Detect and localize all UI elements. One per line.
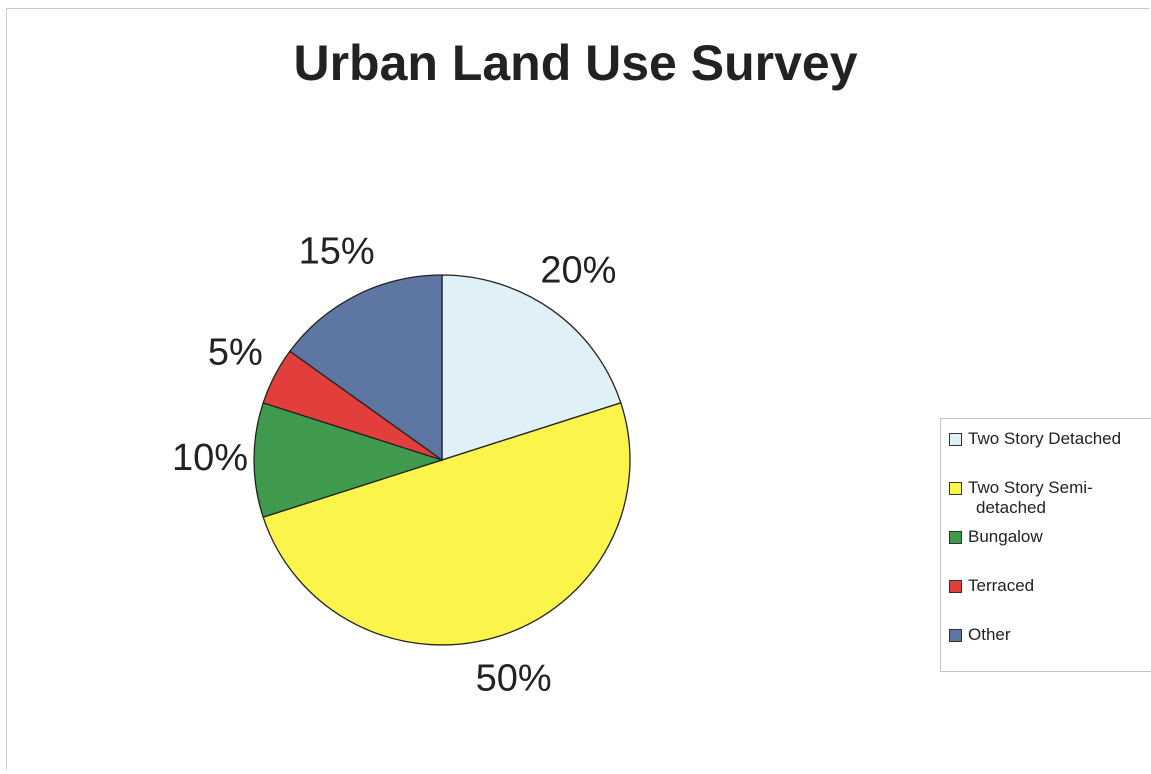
legend-item-two-story-detached: Two Story Detached: [949, 429, 1143, 449]
legend-item-other: Other: [949, 625, 1143, 645]
legend-label: Two Story Detached: [968, 429, 1122, 448]
legend-item-bungalow: Bungalow: [949, 527, 1143, 547]
legend-swatch: [949, 433, 962, 446]
chart-legend: Two Story Detached Two Story Semi- detac…: [940, 418, 1151, 672]
chart-frame: [6, 8, 1149, 770]
pie-data-label: 5%: [208, 332, 263, 374]
pie-data-label: 20%: [540, 249, 616, 291]
legend-swatch: [949, 482, 962, 495]
pie-slice-bungalow: [253, 402, 445, 518]
legend-label: Terraced: [968, 576, 1035, 595]
legend-item-two-story-semi-detached: Two Story Semi- detached: [949, 478, 1143, 518]
legend-label: Bungalow: [968, 527, 1043, 546]
pie-data-label: 15%: [299, 230, 375, 272]
legend-swatch: [949, 531, 962, 544]
pie-data-label: 10%: [172, 437, 248, 479]
pie-slice-other: [288, 274, 443, 462]
legend-label: Two Story Semi- detached: [968, 478, 1093, 517]
chart-title: Urban Land Use Survey: [293, 35, 858, 91]
pie-slice-two-story-detached: [441, 274, 622, 461]
legend-swatch: [949, 629, 962, 642]
legend-item-terraced: Terraced: [949, 576, 1143, 596]
legend-label: Other: [968, 625, 1011, 644]
pie-data-label: 50%: [476, 658, 552, 700]
legend-swatch: [949, 580, 962, 593]
pie-slice-two-story-semi-detached: [262, 402, 631, 646]
